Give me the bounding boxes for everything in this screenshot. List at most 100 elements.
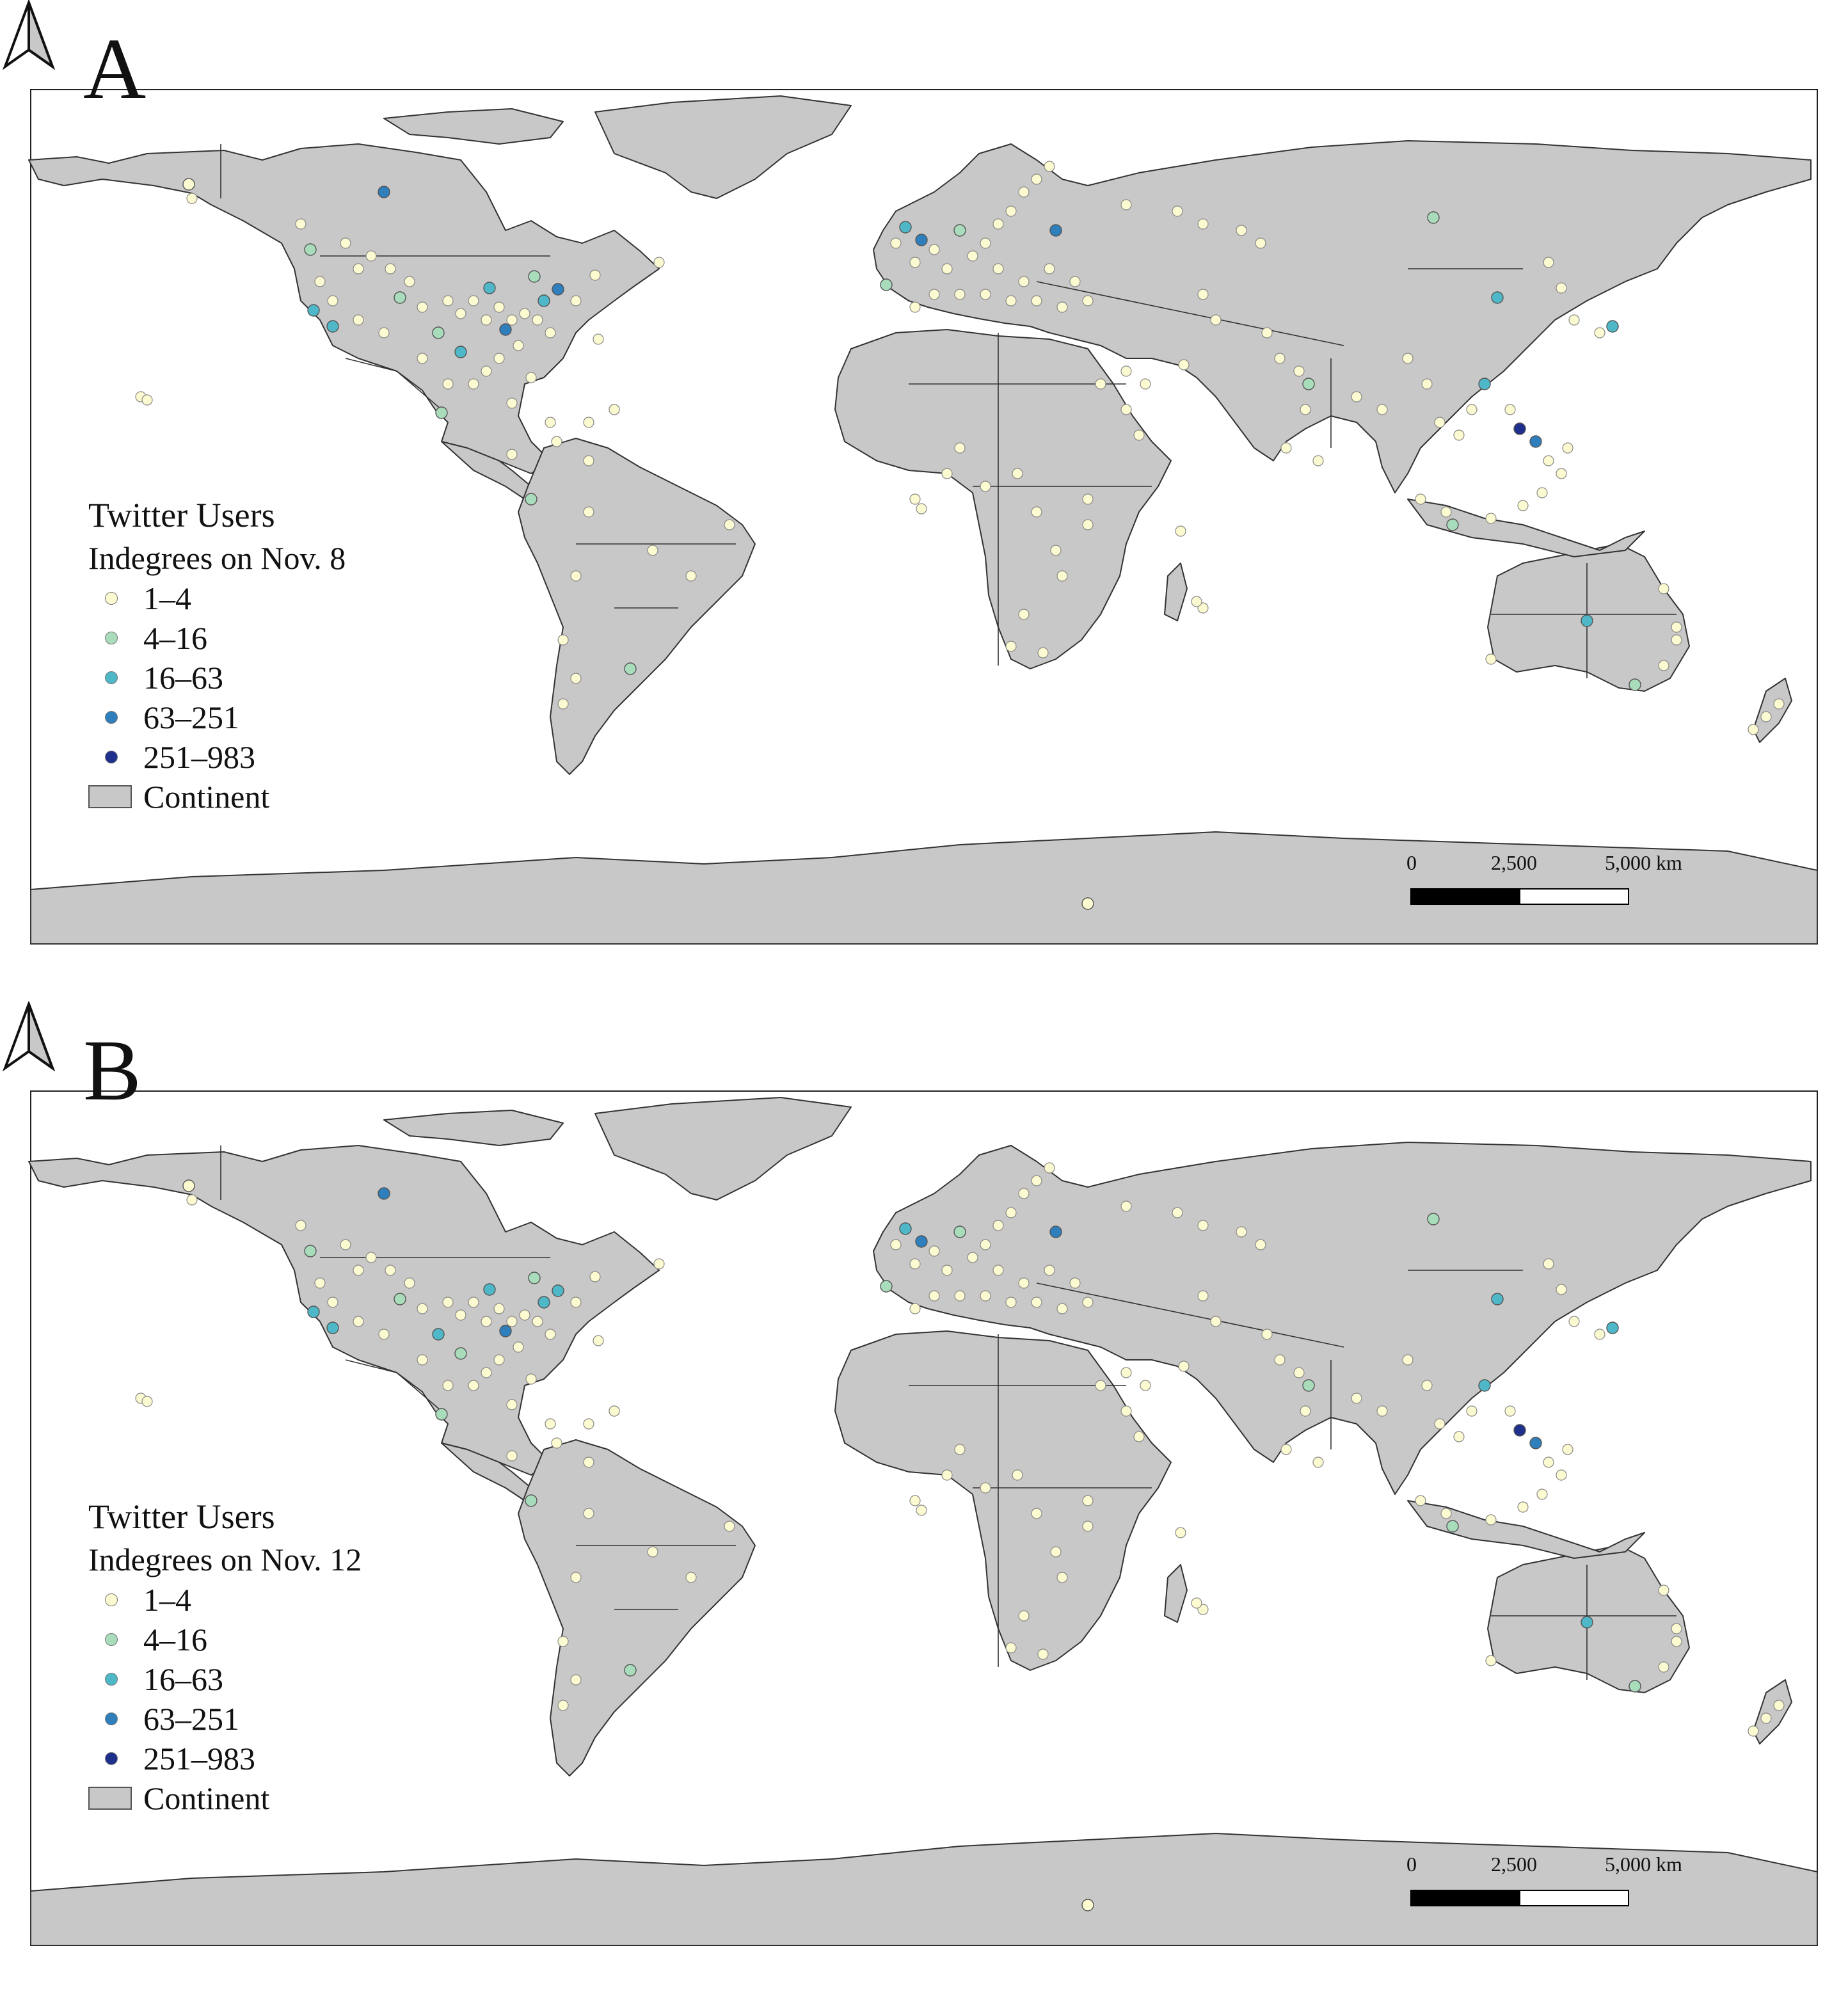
- user-point: [1082, 1495, 1094, 1506]
- user-point: [1562, 442, 1573, 454]
- user-point: [583, 1418, 594, 1430]
- user-point: [378, 1329, 390, 1340]
- user-point: [1191, 1597, 1202, 1609]
- legend-item-class-1: 1–4: [77, 1580, 435, 1620]
- user-point: [593, 1335, 604, 1346]
- user-point-alaska: [182, 178, 195, 191]
- user-point: [545, 327, 556, 339]
- user-point: [609, 1405, 620, 1417]
- scale-bar-white: [1519, 1890, 1629, 1906]
- user-point-houston: [454, 346, 467, 358]
- user-point: [365, 250, 377, 262]
- legend-item-class-5: 251–983: [77, 737, 435, 777]
- user-point: [442, 1380, 454, 1391]
- user-point: [186, 1194, 198, 1206]
- user-point: [557, 1700, 569, 1711]
- user-point: [928, 244, 940, 255]
- user-point: [1485, 1655, 1497, 1666]
- user-point: [1255, 237, 1266, 249]
- user-point: [570, 673, 582, 684]
- legend-dot-icon: [105, 711, 118, 724]
- user-point: [1594, 327, 1605, 339]
- user-point: [909, 301, 921, 313]
- twitter-user-points: [135, 161, 1785, 910]
- legend-dot-icon: [105, 1633, 118, 1646]
- user-point: [404, 276, 415, 287]
- user-point: [1056, 1572, 1068, 1583]
- user-point: [928, 289, 940, 300]
- user-point: [1300, 1405, 1311, 1417]
- panel-letter: B: [83, 1023, 141, 1119]
- user-point: [295, 1220, 307, 1231]
- user-point: [570, 570, 582, 582]
- user-point: [609, 404, 620, 415]
- legend-item-continent: Continent: [77, 777, 435, 817]
- user-point: [1044, 1265, 1055, 1276]
- continents: [28, 1090, 1818, 1946]
- scale-bar: [1410, 1890, 1629, 1906]
- africa-shape: [834, 329, 1172, 669]
- user-point: [525, 372, 537, 383]
- legend-dot-icon: [105, 1712, 118, 1725]
- user-point: [468, 1380, 479, 1391]
- user-point-melbourne: [1629, 678, 1641, 691]
- user-point: [1440, 1508, 1452, 1519]
- legend: Twitter Users Indegrees on Nov. 12 1–4 4…: [77, 1494, 435, 1818]
- map-panel-b: B Twitter Users Indegrees on Nov. 12 1–4…: [0, 1002, 1848, 2003]
- user-point: [1594, 1329, 1605, 1340]
- user-point-buenos-aires: [624, 662, 637, 675]
- legend-dot-icon: [105, 671, 118, 684]
- user-point-buenos-aires: [624, 1664, 637, 1677]
- user-point: [545, 1418, 556, 1430]
- user-point: [481, 314, 492, 326]
- user-point: [954, 289, 966, 300]
- new-zealand-shape: [1753, 678, 1792, 743]
- country-border: [345, 1359, 442, 1412]
- user-point-antarctica: [1081, 897, 1094, 910]
- user-point-toronto: [528, 270, 541, 283]
- user-point-beijing: [1491, 291, 1504, 304]
- user-point: [1415, 493, 1426, 505]
- user-point: [1018, 609, 1030, 620]
- madagascar-shape: [1164, 1564, 1188, 1623]
- user-point: [1421, 1380, 1433, 1391]
- user-point: [340, 1239, 351, 1250]
- user-point: [481, 1367, 492, 1378]
- user-point-new-york: [552, 283, 564, 296]
- user-point: [353, 263, 364, 275]
- user-point: [724, 1520, 735, 1532]
- user-point-hong-kong: [1478, 378, 1491, 390]
- user-point-moscow: [1049, 224, 1062, 237]
- user-point: [506, 1450, 518, 1462]
- user-point: [583, 1508, 594, 1519]
- south-america-shape: [518, 438, 756, 775]
- user-point: [928, 1290, 940, 1302]
- user-point: [1312, 1456, 1324, 1468]
- user-point: [1031, 1297, 1042, 1308]
- user-point: [378, 327, 390, 339]
- user-point-manila: [1513, 1424, 1526, 1437]
- user-point: [1120, 1367, 1132, 1378]
- user-point: [909, 1303, 921, 1314]
- user-point: [1197, 218, 1209, 230]
- user-point-moscow: [1049, 1225, 1062, 1238]
- user-point: [1466, 404, 1478, 415]
- world-map: [28, 1090, 1818, 1946]
- user-point: [1748, 1725, 1759, 1737]
- user-point-chicago: [483, 282, 496, 294]
- africa-shape: [834, 1330, 1172, 1671]
- user-point-cebu: [1529, 1437, 1542, 1449]
- user-point: [1018, 276, 1030, 287]
- north-arrow-icon: [2, 0, 56, 70]
- user-point: [1536, 1488, 1548, 1500]
- legend-item-continent: Continent: [77, 1778, 435, 1818]
- user-point: [980, 289, 991, 300]
- user-point-denver: [394, 291, 406, 304]
- legend-dot-icon: [105, 1752, 118, 1765]
- user-point: [1434, 417, 1446, 428]
- user-point: [1178, 359, 1190, 371]
- user-point: [1671, 1623, 1682, 1634]
- user-point-nunavut: [378, 1187, 390, 1200]
- user-point: [468, 1297, 479, 1308]
- user-point-london: [899, 221, 912, 234]
